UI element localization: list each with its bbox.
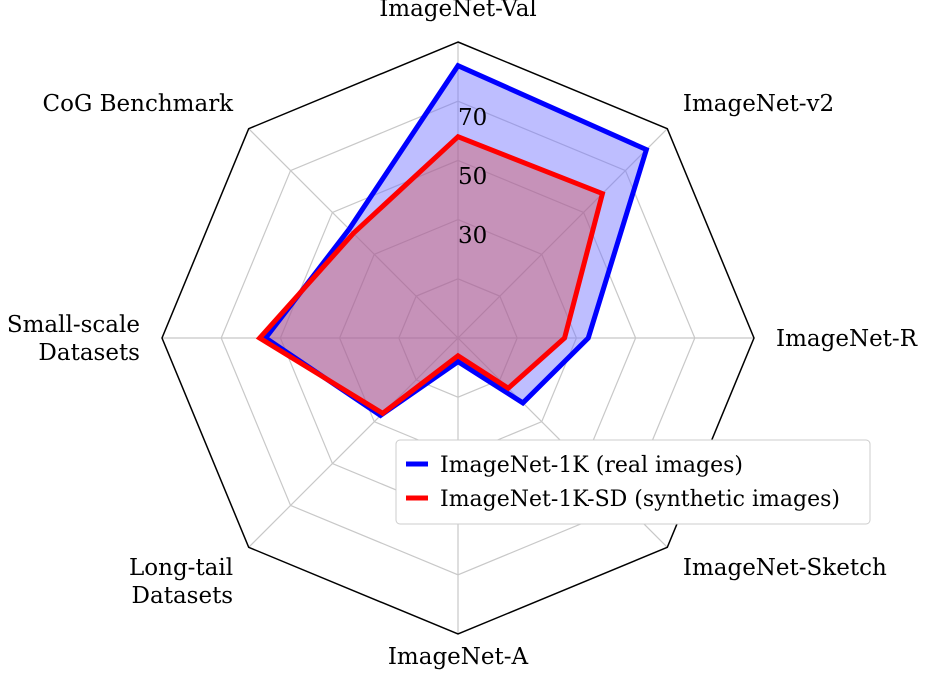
- axis-label-1: ImageNet-v2: [683, 91, 834, 117]
- outer-frame: [161, 41, 755, 635]
- legend-label-1: ImageNet-1K-SD (synthetic images): [440, 487, 840, 512]
- series-0-point-7: [348, 228, 350, 230]
- series-0-point-2: [587, 337, 589, 339]
- series-1-point-3: [507, 387, 509, 389]
- axis-label-3-line-0: ImageNet-Sketch: [683, 555, 887, 581]
- series-0-point-3: [522, 402, 524, 404]
- axis-label-6: Small-scale Datasets: [7, 312, 140, 366]
- axis-labels: ImageNet-Val ImageNet-v2 ImageNet-R ImageNe…: [7, 0, 918, 670]
- series-1-point-6: [259, 337, 261, 339]
- axis-label-0: ImageNet-Val: [379, 0, 537, 22]
- radial-ticks: 30 50 70: [458, 105, 487, 249]
- series-0-point-6: [265, 337, 267, 339]
- series-0-point-1: [645, 149, 647, 151]
- legend-label-0: ImageNet-1K (real images): [440, 453, 743, 478]
- tick-label-1: 50: [458, 164, 487, 190]
- axis-label-3: ImageNet-Sketch: [683, 555, 887, 581]
- series-1-point-4: [457, 355, 459, 357]
- axis-label-2-line-0: ImageNet-R: [776, 326, 918, 352]
- series-0-point-4: [457, 361, 459, 363]
- series-1-point-7: [352, 232, 354, 234]
- axis-label-4: ImageNet-A: [388, 644, 529, 670]
- legend-box: [395, 439, 871, 525]
- axis-label-6-line-1: Datasets: [38, 340, 140, 366]
- series-area-1: [259, 136, 603, 414]
- legend: ImageNet-1K (real images) ImageNet-1K-SD…: [395, 439, 871, 525]
- axis-label-5-line-1: Datasets: [132, 583, 234, 609]
- series-1-point-2: [564, 337, 566, 339]
- series-layer: [255, 62, 650, 419]
- axis-label-4-line-0: ImageNet-A: [388, 644, 529, 670]
- radar-grid: [161, 41, 755, 635]
- series-1-point-5: [382, 412, 384, 414]
- axis-label-0-line-0: ImageNet-Val: [379, 0, 537, 22]
- series-area-0: [265, 65, 647, 416]
- series-0-point-5: [380, 414, 382, 416]
- tick-label-2: 70: [458, 105, 487, 131]
- axis-label-7-line-0: CoG Benchmark: [43, 91, 235, 117]
- grid-spoke-1: [457, 128, 668, 339]
- axis-label-2: ImageNet-R: [776, 326, 918, 352]
- tick-label-0: 30: [458, 223, 487, 249]
- axis-label-1-line-0: ImageNet-v2: [683, 91, 834, 117]
- axis-label-6-line-0: Small-scale: [7, 312, 140, 338]
- axis-label-5-line-0: Long-tail: [129, 555, 233, 581]
- series-1-point-0: [457, 136, 459, 138]
- series-1-point-1: [601, 193, 603, 195]
- series-0-point-0: [457, 65, 459, 67]
- axis-label-5: Long-tail Datasets: [129, 555, 233, 609]
- axis-label-7: CoG Benchmark: [43, 91, 235, 117]
- grid-spoke-5: [248, 337, 459, 548]
